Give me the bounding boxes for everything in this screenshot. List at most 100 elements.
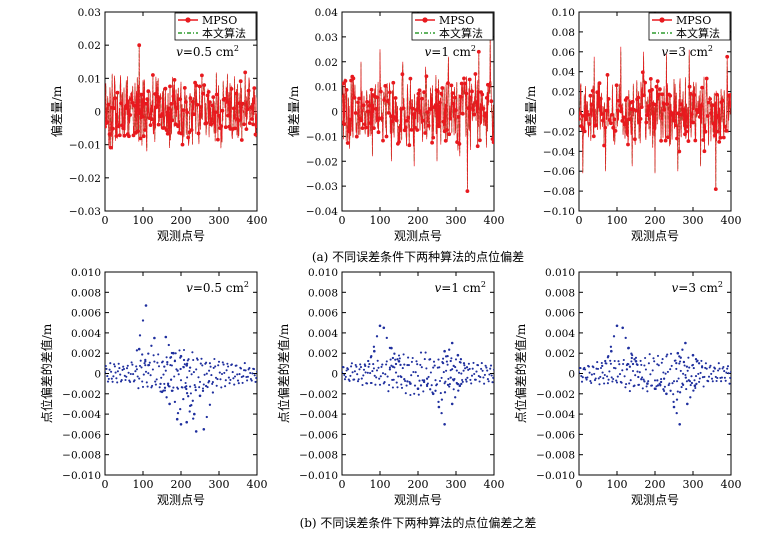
scatter-point: [132, 373, 135, 376]
scatter-point: [650, 384, 654, 387]
scatter-point: [394, 362, 398, 366]
mpso-marker: [360, 126, 365, 130]
scatter-point: [659, 380, 663, 384]
scatter-point: [697, 362, 701, 365]
mpso-marker: [184, 100, 188, 104]
scatter-point: [641, 387, 644, 390]
scatter-point: [391, 365, 395, 368]
scatter-point: [699, 371, 702, 374]
scatter-point: [593, 372, 596, 375]
y-tick-label: 0.004: [71, 328, 101, 340]
scatter-point: [237, 382, 240, 385]
scatter-point: [172, 386, 175, 389]
mpso-marker: [668, 93, 673, 98]
x-tick-label: 200: [408, 478, 429, 491]
mpso-marker: [487, 83, 491, 88]
scatter-point-key: [458, 384, 462, 388]
mpso-marker: [124, 103, 129, 108]
mpso-marker: [614, 83, 619, 88]
mpso-marker: [391, 80, 396, 85]
scatter-point: [687, 356, 690, 359]
v-annotation: v=0.5 cm2: [186, 280, 249, 295]
scatter-point: [367, 359, 370, 363]
scatter-point: [694, 375, 698, 378]
y-tick-label: 0.06: [552, 47, 576, 59]
mpso-marker: [198, 105, 203, 109]
scatter-point: [113, 365, 116, 368]
scatter-point: [643, 364, 646, 367]
mpso-marker: [416, 91, 421, 96]
scatter-point: [396, 386, 399, 389]
scatter-point: [173, 400, 177, 404]
scatter-point: [187, 395, 190, 398]
scatter-point: [153, 360, 156, 363]
mpso-marker: [684, 129, 689, 134]
scatter-point: [470, 382, 473, 385]
scatter-point: [422, 380, 426, 384]
scatter-point: [637, 375, 640, 379]
scatter-point: [391, 356, 395, 360]
scatter-point: [622, 358, 625, 362]
scatter-point: [182, 358, 186, 362]
scatter-point: [181, 386, 184, 389]
mpso-marker: [168, 84, 172, 89]
scatter-point: [388, 383, 391, 387]
scatter-point: [671, 382, 674, 385]
scatter-point: [462, 362, 466, 365]
scatter-point: [588, 371, 591, 374]
scatter-point: [246, 375, 249, 378]
scatter-point: [590, 373, 593, 376]
scatter-point: [653, 360, 656, 363]
scatter-point-key: [437, 405, 441, 409]
mpso-marker: [169, 102, 174, 106]
scatter-point: [448, 383, 451, 386]
x-tick-label: 200: [171, 478, 192, 491]
scatter-point-key: [672, 405, 676, 409]
y-tick-label: −0.006: [299, 429, 338, 441]
y-tick-label: 0.002: [71, 348, 101, 360]
mpso-marker: [721, 135, 726, 140]
mpso-marker: [634, 108, 638, 113]
scatter-point: [669, 389, 672, 392]
scatter-point: [584, 368, 587, 371]
scatter-point: [372, 345, 376, 348]
scatter-point: [640, 378, 643, 381]
scatter-point: [452, 388, 455, 391]
scatter-point: [185, 392, 189, 395]
mpso-marker: [189, 128, 194, 132]
x-tick-label: 400: [721, 214, 742, 227]
mpso-marker: [640, 70, 645, 75]
y-tick-label: 0: [94, 107, 101, 119]
mpso-marker: [491, 140, 494, 145]
scatter-point: [725, 371, 728, 374]
scatter-point: [413, 384, 417, 387]
mpso-marker: [728, 93, 731, 97]
mpso-marker: [708, 97, 712, 101]
y-axis-label: 点位偏差的差值/m: [39, 323, 54, 423]
plot-frame: [104, 271, 258, 476]
scatter-point: [435, 383, 439, 386]
x-tick-label: 400: [721, 478, 742, 491]
scatter-point: [155, 378, 158, 381]
scatter-point-key: [172, 351, 175, 355]
scatter-point: [468, 367, 471, 370]
mpso-marker: [152, 120, 156, 125]
mpso-marker: [598, 96, 603, 101]
mpso-marker: [140, 114, 145, 119]
scatter-point: [377, 366, 380, 369]
scatter-point: [446, 363, 449, 366]
mpso-marker: [679, 102, 684, 107]
scatter-point: [679, 369, 682, 372]
mpso-marker: [397, 140, 401, 144]
mpso-marker: [699, 104, 703, 108]
scatter-point: [467, 368, 470, 371]
scatter-point: [600, 361, 603, 365]
scatter-point: [423, 358, 426, 361]
mpso-marker: [121, 126, 126, 131]
y-tick-label: 0.002: [545, 348, 575, 360]
scatter-point: [343, 373, 346, 376]
mpso-marker: [237, 101, 242, 106]
mpso-marker: [638, 117, 643, 121]
mpso-marker: [447, 132, 452, 137]
mpso-marker: [701, 138, 706, 142]
